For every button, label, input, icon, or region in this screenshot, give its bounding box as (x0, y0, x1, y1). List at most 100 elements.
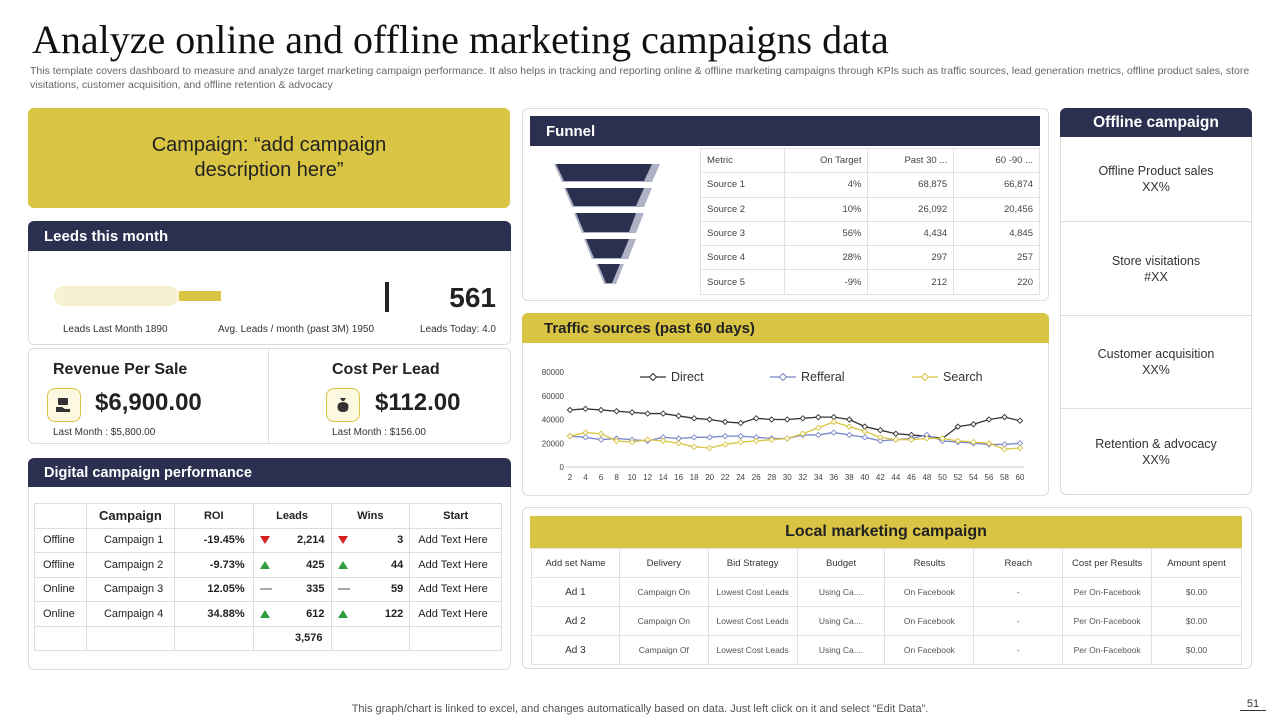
digital-leads-value: 612 (306, 607, 325, 620)
funnel-cell: 4,845 (953, 220, 1040, 247)
digital-wins-value: 3 (397, 534, 404, 547)
funnel-table: Metric On Target Past 30 ... 60 -90 ... … (700, 147, 1040, 295)
funnel-cell: 4,434 (867, 220, 955, 247)
digital-wins-wrap: 44 (337, 559, 403, 571)
local-cell: Using Ca.... (796, 577, 886, 607)
funnel-cell: 10% (783, 196, 869, 222)
x-tick-label: 52 (953, 473, 962, 482)
digital-leads-value: 335 (306, 583, 325, 596)
data-point (1016, 444, 1024, 452)
revenue-value: $6,900.00 (95, 389, 202, 416)
digital-cell-type: Online (34, 601, 87, 627)
funnel-table-row: Source 4 28% 297 257 (700, 245, 1040, 271)
offline-item-text: Offline Product sales XX% (1098, 163, 1213, 195)
data-point (706, 434, 713, 441)
data-point (892, 430, 900, 437)
data-point (737, 419, 744, 427)
local-cell: Per On-Facebook (1062, 577, 1153, 607)
data-point (815, 424, 822, 432)
wins-trend-up-arrow-icon (337, 560, 348, 569)
local-cell: $0.00 (1151, 577, 1242, 607)
x-tick-label: 30 (783, 473, 792, 482)
data-point (846, 431, 853, 439)
digital-table-header-row: Campaign ROI Leads Wins Start (34, 503, 502, 529)
offline-item-label: Customer acquisition (1097, 347, 1215, 361)
funnel-table-row: Source 5 -9% 212 220 (700, 269, 1040, 295)
x-tick-label: 18 (690, 473, 699, 482)
digital-cell-leads: 335 (252, 576, 332, 602)
traffic-header: Traffic sources (past 60 days) (522, 313, 1049, 343)
data-point (923, 435, 931, 442)
digital-leads-wrap: 612 (259, 607, 325, 620)
series-line-refferal (569, 431, 1021, 446)
legend-marker (778, 372, 788, 382)
leads-header: Leeds this month (28, 221, 511, 251)
wins-trend-up-arrow-icon (337, 609, 348, 618)
data-point (659, 437, 667, 445)
local-cell: On Facebook (884, 577, 975, 607)
data-point (985, 440, 993, 447)
data-point (861, 434, 869, 441)
funnel-cell: 220 (953, 269, 1040, 295)
digital-total-empty (85, 625, 175, 651)
local-col-header: Add set Name (531, 548, 620, 578)
local-cell: Per On-Facebook (1062, 606, 1153, 636)
funnel-table-row: Source 1 4% 68,875 66,874 (700, 172, 1040, 198)
digital-wins-wrap: 59 (337, 583, 403, 595)
data-point (877, 426, 884, 434)
digital-total-row: 3,576 (34, 625, 502, 651)
offline-card (1060, 108, 1252, 495)
funnel-cell: 68,875 (867, 172, 955, 198)
x-tick-label: 48 (922, 473, 931, 482)
digital-cell-leads: 612 (252, 601, 332, 627)
data-point (784, 435, 791, 442)
data-point (752, 437, 760, 445)
funnel-cell: Source 4 (700, 245, 785, 271)
x-tick-label: 24 (736, 473, 745, 482)
digital-cell-type: Offline (34, 527, 87, 553)
cost-title: Cost Per Lead (332, 361, 440, 378)
data-point (815, 431, 822, 439)
revenue-last-month: Last Month : $5,800.00 (53, 427, 156, 438)
offline-item-value: XX% (1142, 363, 1170, 377)
digital-col-start: Start (409, 503, 502, 529)
x-tick-label: 50 (938, 473, 947, 482)
digital-col-type (34, 503, 87, 529)
x-tick-label: 16 (674, 473, 683, 482)
offline-item-label: Store visitations (1111, 253, 1201, 268)
funnel-cell: 28% (783, 245, 869, 271)
data-point (721, 432, 729, 440)
data-point (706, 444, 713, 452)
data-point (939, 435, 946, 442)
local-cell: Ad 1 (531, 577, 620, 607)
data-point (644, 436, 651, 443)
digital-total-leads: 3,576 (252, 625, 332, 651)
data-point (768, 416, 775, 423)
digital-header: Digital campaign performance (28, 458, 511, 487)
data-point (613, 437, 620, 445)
leads-trend-flat-dash-icon (259, 588, 272, 591)
x-tick-label: 44 (891, 473, 900, 482)
data-point (830, 429, 838, 436)
legend-label: Search (943, 370, 983, 384)
data-point (970, 438, 977, 446)
offline-item-label: Offline Product sales (1098, 164, 1214, 178)
local-cell: Per On-Facebook (1062, 635, 1153, 665)
digital-table-row: Offline Campaign 2 -9.73% 425 44 Add Text Her… (34, 552, 502, 578)
x-tick-label: 56 (985, 473, 994, 482)
wins-trend-down-arrow-icon (337, 536, 348, 545)
digital-cell-campaign: Campaign 1 (85, 527, 175, 553)
local-cell: Lowest Cost Leads (707, 577, 798, 607)
data-point (954, 423, 962, 430)
x-tick-label: 26 (752, 473, 761, 482)
x-tick-label: 60 (1016, 473, 1025, 482)
digital-leads-value: 2,214 (296, 534, 325, 547)
x-tick-label: 40 (860, 473, 869, 482)
funnel-cell: 212 (867, 269, 955, 295)
x-tick-label: 34 (814, 473, 823, 482)
local-cell: - (973, 606, 1064, 636)
y-tick-label: 80000 (542, 368, 565, 377)
data-point (1016, 417, 1024, 424)
leads-trend-up-arrow-icon (259, 609, 270, 618)
funnel-col-on-target: On Target (783, 147, 869, 174)
